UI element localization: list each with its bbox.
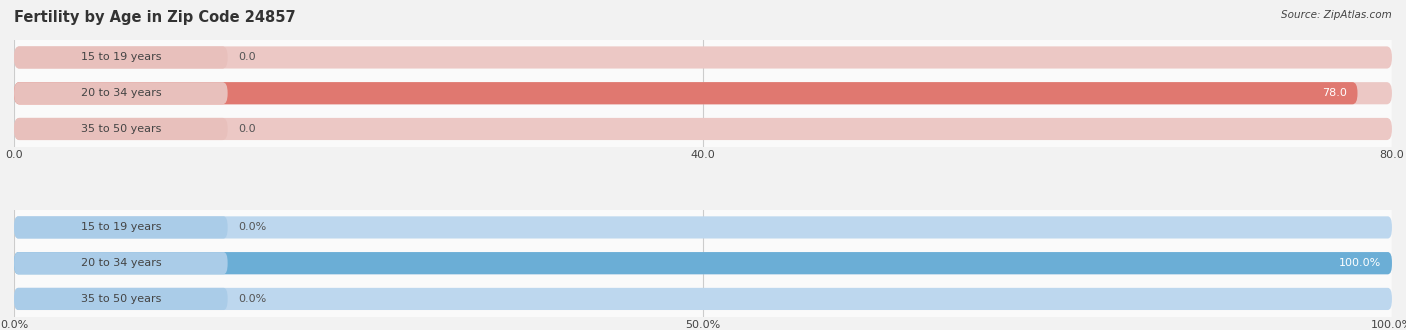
FancyBboxPatch shape bbox=[14, 252, 1392, 274]
Text: 15 to 19 years: 15 to 19 years bbox=[80, 222, 162, 232]
Text: 20 to 34 years: 20 to 34 years bbox=[80, 258, 162, 268]
Text: 0.0%: 0.0% bbox=[239, 222, 267, 232]
Text: 0.0: 0.0 bbox=[239, 52, 256, 62]
Text: Fertility by Age in Zip Code 24857: Fertility by Age in Zip Code 24857 bbox=[14, 10, 295, 25]
FancyBboxPatch shape bbox=[14, 288, 1392, 310]
FancyBboxPatch shape bbox=[14, 82, 228, 104]
Text: 100.0%: 100.0% bbox=[1339, 258, 1381, 268]
FancyBboxPatch shape bbox=[14, 118, 228, 140]
Text: 0.0%: 0.0% bbox=[239, 294, 267, 304]
FancyBboxPatch shape bbox=[14, 118, 1392, 140]
Text: 20 to 34 years: 20 to 34 years bbox=[80, 88, 162, 98]
Text: Source: ZipAtlas.com: Source: ZipAtlas.com bbox=[1281, 10, 1392, 20]
Text: 35 to 50 years: 35 to 50 years bbox=[80, 294, 162, 304]
FancyBboxPatch shape bbox=[14, 82, 1392, 104]
FancyBboxPatch shape bbox=[14, 288, 228, 310]
FancyBboxPatch shape bbox=[14, 216, 228, 239]
FancyBboxPatch shape bbox=[14, 82, 1358, 104]
FancyBboxPatch shape bbox=[14, 47, 1392, 69]
Text: 78.0: 78.0 bbox=[1322, 88, 1347, 98]
FancyBboxPatch shape bbox=[14, 216, 1392, 239]
FancyBboxPatch shape bbox=[14, 252, 228, 274]
Text: 0.0: 0.0 bbox=[239, 124, 256, 134]
Text: 15 to 19 years: 15 to 19 years bbox=[80, 52, 162, 62]
FancyBboxPatch shape bbox=[14, 47, 228, 69]
Text: 35 to 50 years: 35 to 50 years bbox=[80, 124, 162, 134]
FancyBboxPatch shape bbox=[14, 252, 1392, 274]
